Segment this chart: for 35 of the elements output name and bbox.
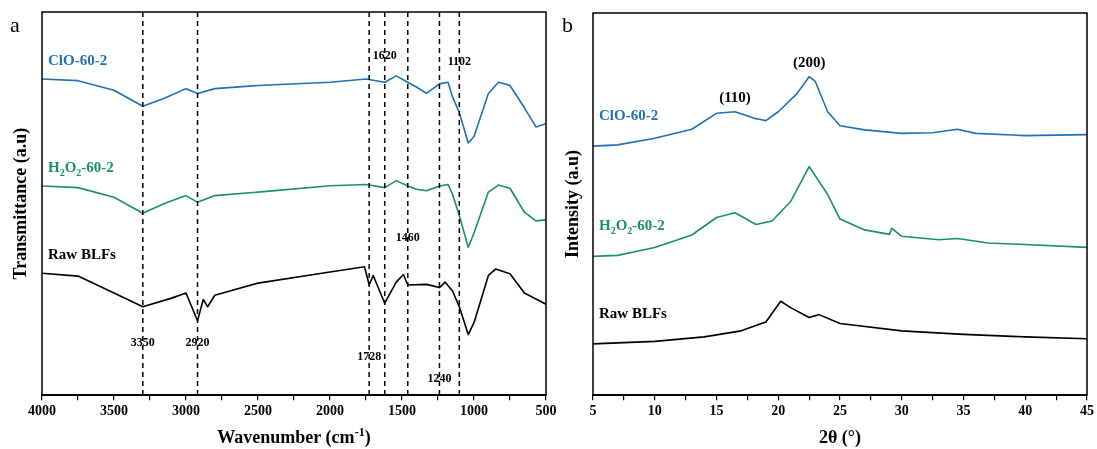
- y-axis-title: Intensity (a.u): [562, 150, 583, 259]
- annotation: 1460: [395, 229, 420, 244]
- x-tick-label: 500: [535, 403, 557, 419]
- x-tick-label: 40: [1018, 403, 1033, 419]
- x-tick-label: 25: [833, 403, 847, 419]
- x-tick-label: 3500: [100, 403, 128, 419]
- x-tick-label: 10: [647, 403, 662, 419]
- x-tick-label: 3000: [172, 403, 200, 419]
- x-axis-title: 2θ (°): [818, 427, 862, 448]
- annotation: (110): [719, 88, 751, 106]
- x-tick-label: 2000: [316, 403, 344, 419]
- x-tick-label: 1000: [460, 403, 488, 419]
- x-tick-label: 30: [894, 403, 909, 419]
- series-label: ClO-60-2: [48, 52, 108, 69]
- annotation: 1728: [357, 348, 382, 363]
- annotation: 2920: [185, 334, 210, 349]
- chart-title: b: [562, 12, 573, 37]
- x-tick-label: 35: [956, 403, 971, 419]
- annotation: 1102: [447, 53, 471, 68]
- annotation: 1240: [427, 370, 452, 385]
- series-label: Raw BLFs: [599, 304, 668, 321]
- x-tick-label: 4000: [28, 403, 56, 419]
- x-tick-label: 5: [589, 403, 597, 419]
- chart-title: a: [10, 12, 20, 37]
- x-tick-label: 15: [709, 403, 724, 419]
- x-tick-label: 2500: [244, 403, 272, 419]
- y-axis-title: Transmittance (a.u): [10, 127, 31, 280]
- x-tick-label: 1500: [388, 403, 416, 419]
- annotation: 3350: [130, 334, 155, 349]
- x-tick-label: 45: [1080, 403, 1094, 419]
- series-label: ClO-60-2: [599, 107, 659, 124]
- x-tick-label: 20: [771, 403, 786, 419]
- series-label: Raw BLFs: [48, 246, 117, 263]
- annotation: 1620: [372, 48, 397, 63]
- annotation: (200): [792, 53, 826, 71]
